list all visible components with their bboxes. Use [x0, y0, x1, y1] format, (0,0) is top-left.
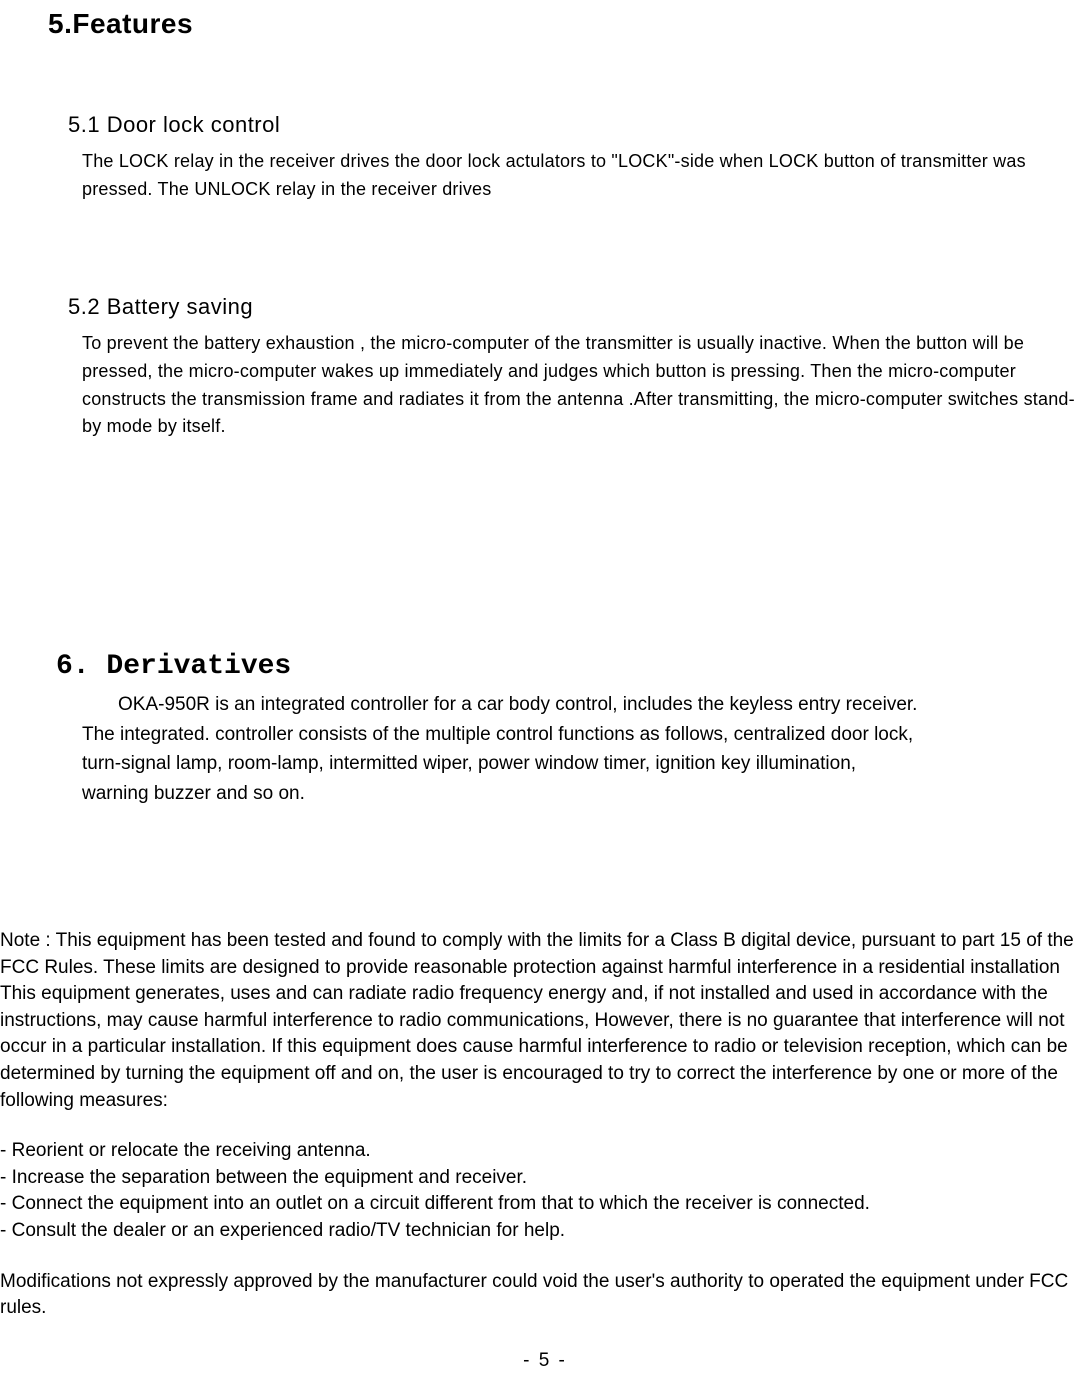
- note-measures-list: - Reorient or relocate the receiving ant…: [0, 1138, 1090, 1244]
- section-5-title: 5.Features: [48, 8, 1090, 40]
- subsection-5-2-title: 5.2 Battery saving: [68, 294, 1090, 320]
- subsection-5-2-body: To prevent the battery exhaustion , the …: [82, 330, 1075, 442]
- section-6-body-line3: turn-signal lamp, room-lamp, intermitted…: [82, 749, 1070, 778]
- note-measure-1: - Reorient or relocate the receiving ant…: [0, 1138, 1090, 1165]
- note-measure-4: - Consult the dealer or an experienced r…: [0, 1218, 1090, 1245]
- note-measure-2: - Increase the separation between the eq…: [0, 1165, 1090, 1192]
- note-main: Note : This equipment has been tested an…: [0, 928, 1086, 1114]
- section-6-body-line1: OKA-950R is an integrated controller for…: [82, 690, 1070, 719]
- section-6-body-line2: The integrated. controller consists of t…: [82, 720, 1070, 749]
- section-6-title: 6. Derivatives: [56, 651, 1090, 682]
- subsection-5-1-body: The LOCK relay in the receiver drives th…: [82, 148, 1075, 204]
- note-modifications: Modifications not expressly approved by …: [0, 1269, 1080, 1322]
- subsection-5-1-title: 5.1 Door lock control: [68, 112, 1090, 138]
- page-number: - 5 -: [523, 1350, 567, 1372]
- note-measure-3: - Connect the equipment into an outlet o…: [0, 1191, 1090, 1218]
- section-6-body-line4: warning buzzer and so on.: [82, 779, 1070, 808]
